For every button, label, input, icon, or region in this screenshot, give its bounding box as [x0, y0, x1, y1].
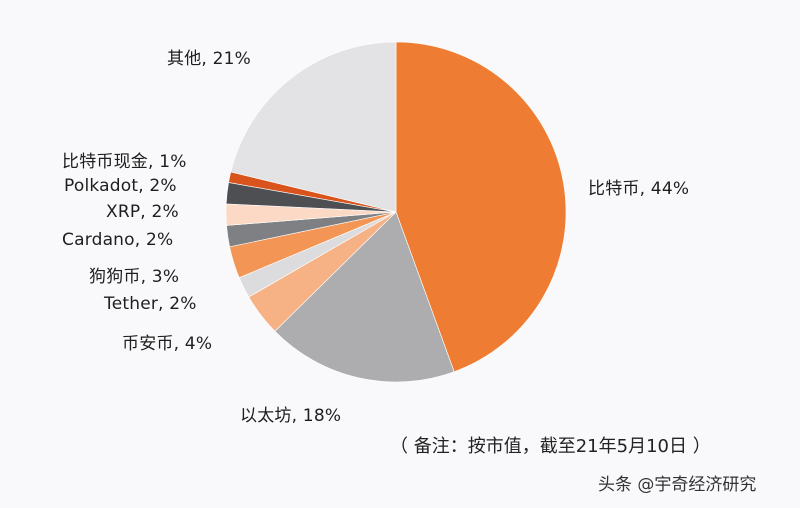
label-tether: Tether, 2% [104, 294, 197, 314]
pie-slice [230, 41, 397, 213]
label-bnb: 币安币, 4% [122, 334, 213, 354]
label-xrp: XRP, 2% [106, 202, 179, 222]
label-bitcoin: 比特币, 44% [588, 179, 690, 199]
label-dogecoin: 狗狗币, 3% [89, 267, 180, 287]
label-cardano: Cardano, 2% [62, 230, 174, 250]
label-polkadot: Polkadot, 2% [64, 176, 177, 196]
label-bitcoin-cash: 比特币现金, 1% [62, 152, 187, 172]
label-other: 其他, 21% [167, 49, 251, 69]
pie-slice [274, 211, 455, 383]
watermark: 头条 @宇奇经济研究 [598, 475, 757, 495]
label-ethereum: 以太坊, 18% [240, 406, 342, 426]
pie-slice [395, 41, 567, 373]
footnote: （ 备注：按市值，截至21年5月10日 ） [390, 436, 711, 457]
